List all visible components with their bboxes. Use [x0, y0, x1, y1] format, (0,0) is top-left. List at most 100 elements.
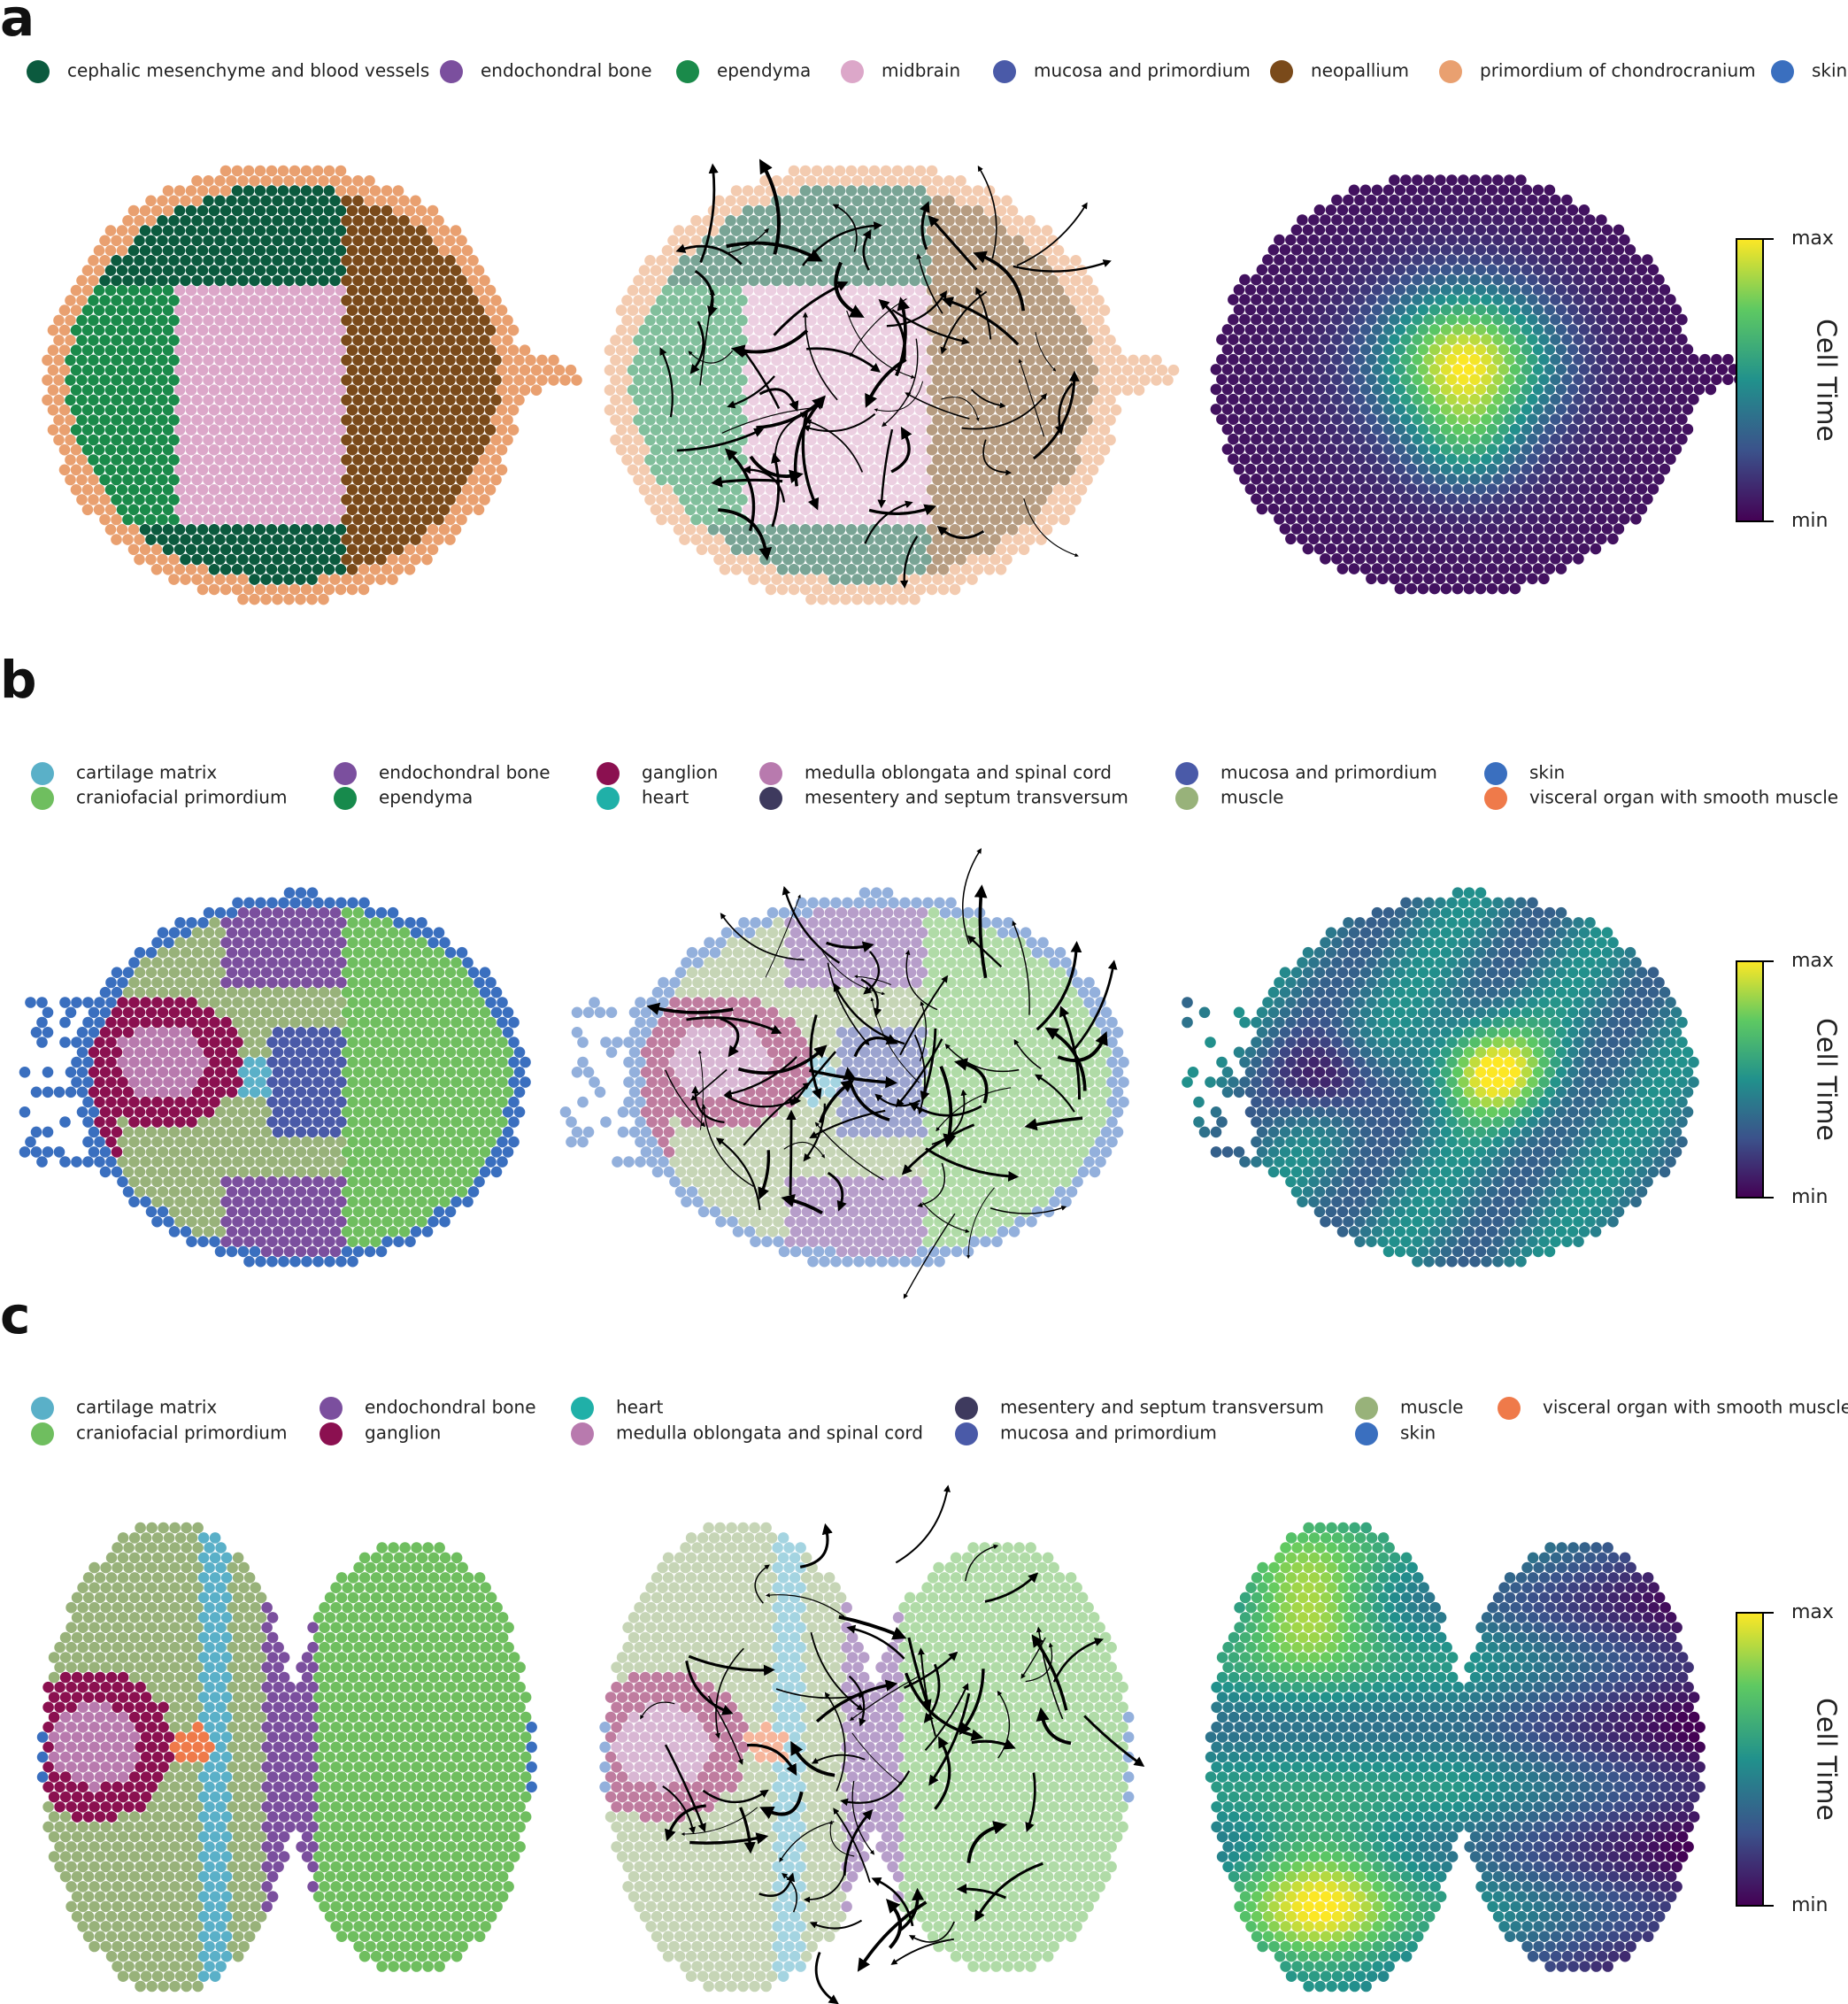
spot: [1515, 374, 1527, 386]
spot: [696, 484, 708, 496]
spot: [1251, 374, 1262, 386]
spot: [404, 324, 416, 336]
spot: [358, 344, 370, 357]
spot: [226, 494, 237, 505]
spot: [1423, 433, 1435, 445]
spot: [208, 583, 220, 596]
spot: [1492, 274, 1504, 286]
spot: [277, 443, 289, 456]
spot: [736, 195, 748, 207]
spot: [203, 906, 215, 919]
spot: [226, 534, 237, 545]
spot: [1578, 364, 1590, 375]
spot: [661, 484, 674, 496]
spot: [840, 534, 851, 545]
spot: [1262, 353, 1274, 366]
spot: [1331, 453, 1343, 465]
spot: [1423, 513, 1435, 525]
spot: [633, 354, 644, 366]
spot: [335, 424, 347, 436]
spot: [237, 175, 249, 187]
spot: [1405, 284, 1418, 296]
spot: [127, 384, 140, 397]
spot: [249, 394, 260, 406]
spot: [318, 434, 329, 446]
spot: [1029, 304, 1042, 316]
spot: [329, 354, 341, 366]
spot: [341, 295, 352, 306]
spot: [1544, 204, 1556, 216]
spot: [886, 593, 897, 605]
streamline: [806, 347, 881, 373]
spot: [485, 1016, 497, 1029]
spot: [180, 534, 191, 545]
spot: [58, 324, 71, 336]
spot: [364, 215, 375, 227]
spot: [1412, 513, 1423, 525]
spot: [874, 593, 886, 605]
spot: [450, 225, 462, 236]
spot: [1498, 284, 1510, 296]
spot: [358, 304, 370, 316]
spot: [266, 957, 278, 968]
spot: [444, 335, 456, 346]
spot: [1412, 573, 1423, 585]
spot: [822, 564, 835, 575]
spot: [1458, 274, 1469, 286]
spot: [93, 284, 105, 297]
spot: [995, 464, 1007, 476]
spot: [81, 464, 94, 476]
spot: [502, 1006, 514, 1019]
spot: [995, 443, 1007, 456]
spot: [150, 504, 163, 516]
spot: [306, 887, 319, 898]
spot: [398, 927, 411, 938]
spot: [1584, 353, 1596, 366]
spot: [196, 583, 209, 596]
spot: [116, 265, 128, 276]
spot: [707, 404, 720, 416]
spot: [410, 195, 421, 207]
spot: [53, 335, 65, 346]
spot: [157, 335, 168, 346]
spot: [301, 1016, 312, 1029]
spot: [1036, 354, 1047, 366]
spot: [1308, 453, 1320, 465]
spot: [926, 564, 938, 575]
spot: [266, 344, 278, 357]
spot: [920, 474, 932, 486]
spot: [312, 344, 324, 357]
spot: [1036, 314, 1047, 327]
spot: [81, 484, 94, 496]
spot: [249, 986, 261, 998]
spot: [162, 304, 174, 316]
spot: [312, 384, 324, 397]
spot: [1440, 404, 1452, 415]
spot: [1561, 214, 1573, 226]
spot: [104, 484, 117, 496]
spot: [1469, 174, 1481, 186]
spot: [1544, 184, 1556, 197]
spot: [272, 967, 284, 978]
spot: [1156, 364, 1168, 376]
spot: [1613, 423, 1625, 435]
spot: [874, 274, 886, 287]
spot: [1405, 184, 1418, 197]
spot: [277, 165, 289, 177]
spot: [638, 404, 651, 416]
spot: [1601, 224, 1613, 236]
spot: [219, 364, 232, 376]
spot: [1394, 224, 1406, 236]
spot: [1064, 364, 1076, 376]
streamline: [758, 388, 799, 412]
spot: [237, 394, 249, 406]
spot: [352, 215, 364, 227]
spot: [151, 936, 163, 949]
spot: [203, 1006, 215, 1019]
spot: [972, 364, 984, 376]
spot: [1475, 224, 1487, 236]
spot: [765, 404, 777, 416]
spot: [162, 524, 174, 536]
spot: [1313, 364, 1326, 375]
spot: [863, 274, 874, 287]
